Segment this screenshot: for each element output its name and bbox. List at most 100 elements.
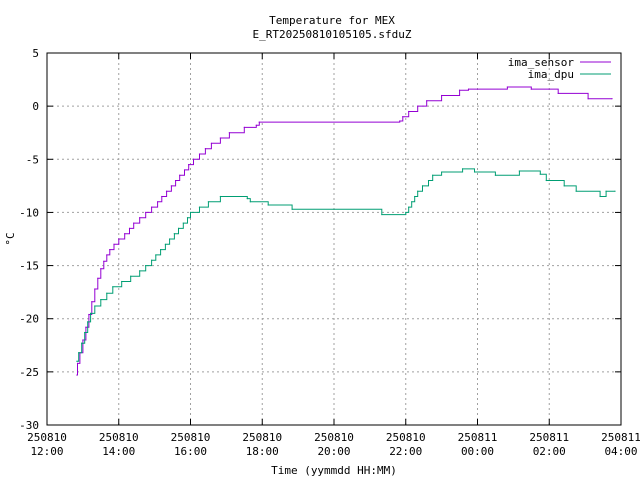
data-point bbox=[100, 298, 102, 301]
data-point bbox=[414, 195, 416, 198]
data-point bbox=[94, 305, 96, 307]
x-tick-time-label: 22:00 bbox=[389, 445, 422, 458]
data-point bbox=[97, 277, 99, 279]
data-point bbox=[587, 98, 589, 100]
data-point bbox=[599, 195, 601, 198]
data-point bbox=[441, 94, 443, 97]
data-point bbox=[426, 100, 428, 102]
series-line-ima_sensor bbox=[76, 86, 612, 376]
axes: -30-25-20-15-10-50525081012:0025081014:0… bbox=[19, 47, 640, 458]
data-point bbox=[145, 264, 147, 267]
data-point bbox=[88, 313, 90, 316]
data-point bbox=[87, 321, 89, 323]
data-point bbox=[128, 227, 131, 229]
data-point bbox=[157, 201, 159, 203]
series-lines bbox=[76, 86, 616, 376]
y-axis-label: °C bbox=[4, 232, 17, 245]
legend-label-ima_sensor: ima_sensor bbox=[508, 56, 575, 69]
data-point bbox=[427, 179, 430, 182]
data-point bbox=[177, 227, 180, 229]
series-ima_dpu bbox=[76, 168, 616, 362]
data-point bbox=[100, 268, 102, 270]
data-point bbox=[168, 238, 171, 240]
data-point bbox=[118, 238, 120, 240]
data-point bbox=[124, 233, 126, 235]
x-axis-label: Time (yymmdd HH:MM) bbox=[271, 464, 397, 477]
data-point bbox=[417, 105, 419, 107]
x-tick-date-label: 250811 bbox=[529, 431, 569, 444]
y-tick-label: -5 bbox=[26, 153, 39, 166]
x-tick-time-label: 04:00 bbox=[604, 445, 637, 458]
data-point bbox=[130, 275, 132, 277]
chart-subtitle: E_RT20250810105105.sfduZ bbox=[253, 28, 412, 41]
data-point bbox=[198, 206, 201, 208]
data-point bbox=[545, 179, 547, 182]
series-ima_sensor bbox=[76, 86, 613, 376]
x-tick-time-label: 12:00 bbox=[30, 445, 63, 458]
y-tick-label: -15 bbox=[19, 260, 39, 273]
y-tick-label: -10 bbox=[19, 206, 39, 219]
y-tick-label: -20 bbox=[19, 313, 39, 326]
data-point bbox=[605, 190, 607, 192]
data-point bbox=[408, 110, 410, 113]
data-point bbox=[198, 153, 201, 155]
data-point bbox=[173, 233, 175, 235]
x-tick-date-label: 250811 bbox=[601, 431, 640, 444]
x-tick-date-label: 250810 bbox=[314, 431, 354, 444]
data-point bbox=[243, 126, 245, 128]
x-tick-date-label: 250810 bbox=[27, 431, 67, 444]
series-line-ima_dpu bbox=[76, 168, 615, 362]
data-point bbox=[106, 292, 108, 294]
data-point bbox=[133, 222, 135, 224]
data-point bbox=[113, 243, 115, 245]
data-point bbox=[183, 169, 186, 171]
data-point bbox=[186, 217, 189, 219]
data-point bbox=[473, 171, 476, 173]
data-point bbox=[291, 208, 293, 210]
data-point bbox=[518, 170, 520, 172]
data-point bbox=[179, 174, 181, 176]
data-point bbox=[78, 352, 80, 354]
data-point bbox=[399, 120, 401, 122]
data-point bbox=[188, 164, 190, 166]
x-tick-date-label: 250810 bbox=[386, 431, 426, 444]
x-tick-date-label: 250810 bbox=[99, 431, 139, 444]
data-point bbox=[219, 195, 221, 198]
data-point bbox=[421, 185, 424, 187]
x-tick-date-label: 250810 bbox=[242, 431, 282, 444]
data-point bbox=[249, 201, 251, 203]
x-tick-date-label: 250811 bbox=[458, 431, 498, 444]
data-point bbox=[189, 211, 192, 214]
data-point bbox=[611, 98, 613, 100]
data-point bbox=[106, 254, 108, 256]
x-tick-time-label: 18:00 bbox=[246, 445, 279, 458]
data-point bbox=[461, 168, 464, 170]
data-point bbox=[82, 339, 84, 341]
data-point bbox=[161, 195, 163, 198]
x-tick-time-label: 02:00 bbox=[533, 445, 566, 458]
data-point bbox=[76, 362, 79, 364]
data-point bbox=[76, 360, 78, 362]
chart-title: Temperature for MEX bbox=[269, 14, 395, 27]
data-point bbox=[103, 260, 105, 262]
x-tick-time-label: 14:00 bbox=[102, 445, 135, 458]
data-point bbox=[170, 185, 172, 187]
data-point bbox=[151, 259, 153, 261]
data-point bbox=[539, 173, 541, 175]
grid-lines bbox=[47, 53, 621, 425]
data-point bbox=[204, 148, 207, 150]
data-point bbox=[267, 204, 269, 206]
data-point bbox=[109, 249, 111, 251]
data-point bbox=[258, 121, 260, 123]
data-point bbox=[151, 206, 153, 208]
data-point bbox=[467, 88, 470, 90]
data-point bbox=[164, 243, 166, 245]
data-point bbox=[417, 190, 419, 192]
data-point bbox=[494, 174, 497, 176]
x-tick-time-label: 00:00 bbox=[461, 445, 494, 458]
data-point bbox=[121, 280, 123, 283]
data-point bbox=[207, 201, 210, 203]
data-point bbox=[192, 158, 195, 160]
